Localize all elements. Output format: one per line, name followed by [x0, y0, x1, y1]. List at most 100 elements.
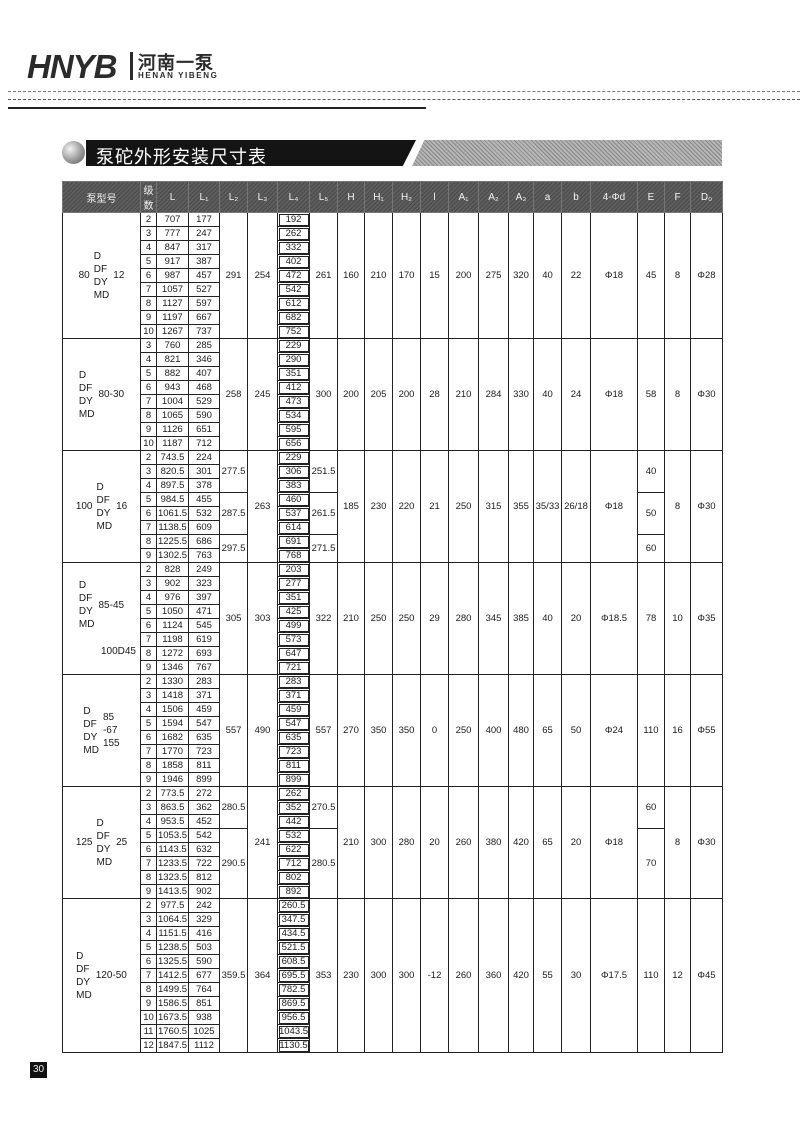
table-row: 9 1586.5 851 869.5	[63, 996, 723, 1011]
dimension-L-cell: 863.5	[156, 800, 189, 815]
stage-count-cell: 8	[140, 408, 157, 423]
dimension-L2-cell: 305	[219, 562, 248, 675]
model-suffix-part: 16	[116, 501, 128, 512]
stage-count-cell: 10	[140, 1010, 157, 1025]
dimension-L5-cell: 280.5	[309, 828, 338, 899]
model-types: D DF DY MD	[79, 369, 95, 421]
dimension-L-cell: 902	[156, 576, 189, 591]
stage-count-cell: 2	[140, 212, 157, 227]
table-row: 3 863.5 362 352	[63, 800, 723, 815]
dimension-L4-cell: 371	[277, 688, 310, 703]
dimension-L4-cell: 534	[277, 408, 310, 423]
dimension-L-cell: 1506	[156, 702, 189, 717]
dimension-A2-cell: 275	[478, 212, 509, 339]
dimension-L4-cell: 635	[277, 730, 310, 745]
dimension-l-cell: 20	[420, 786, 449, 899]
model-type: MD	[83, 744, 99, 756]
dimension-L4-cell: 542	[277, 282, 310, 297]
dimension-L4-cell: 434.5	[277, 926, 310, 941]
dimension-L1-cell: 763	[188, 548, 220, 563]
dimension-L1-cell: 545	[188, 618, 220, 633]
dimension-L4-cell: 723	[277, 744, 310, 759]
dimension-L1-cell: 902	[188, 884, 220, 899]
column-header: b	[561, 181, 591, 213]
dimension-H1-cell: 250	[364, 562, 393, 675]
dimension-L4-cell: 802	[277, 870, 310, 885]
dimension-L5-cell: 261.5	[309, 492, 338, 535]
table-row: 80 D DF DY MD 12 2 707 177 291 254 192 261 160 210 170 1…	[62, 212, 723, 339]
dimension-L4-cell: 460	[277, 492, 310, 507]
table-row: 10 1673.5 938 956.5	[63, 1010, 723, 1025]
table-row: 7 1198 619 573	[63, 632, 723, 647]
dimension-L4-cell: 203	[277, 562, 310, 577]
dimension-D0-cell: Φ28	[690, 212, 723, 339]
dimension-L-cell: 1330	[156, 674, 189, 689]
stage-count-cell: 9	[140, 422, 157, 437]
dimension-H2-cell: 350	[392, 674, 421, 787]
model-suffix-part: -67	[102, 725, 118, 736]
column-header: E	[637, 181, 665, 213]
stage-count-cell: 5	[140, 254, 157, 269]
table-header-row: 泵型号 级数 L L₁ L₂ L₃ L₄ L₅ H H₁ H₂ l A₁ A₂ A₃ a b 4-Φd E F D₀	[62, 181, 723, 213]
dimension-F-cell: 8	[664, 212, 691, 339]
dimension-L1-cell: 387	[188, 254, 220, 269]
model-type: DF	[96, 494, 110, 506]
table-row: 7 1412.5 677 695.5	[63, 968, 723, 983]
dimension-L1-cell: 677	[188, 968, 220, 983]
dimension-L4-cell: 721	[277, 660, 310, 675]
dimension-L4-cell: 608.5	[277, 954, 310, 969]
dimension-L5-cell: 270.5	[309, 786, 338, 829]
dimension-d-cell: Φ18	[590, 786, 638, 899]
stage-count-cell: 6	[140, 618, 157, 633]
dimension-A1-cell: 260	[448, 786, 479, 899]
model-suffix-part: 155	[102, 738, 120, 749]
table-row: 8 1127 597 612	[63, 296, 723, 311]
table-row: 8 1323.5 812 802	[63, 870, 723, 885]
dimension-L1-cell: 938	[188, 1010, 220, 1025]
stage-count-cell: 6	[140, 842, 157, 857]
dimension-L5-cell: 300	[309, 338, 338, 451]
table-row: 5 1053.5 542 290.5 532 280.5 70	[63, 828, 723, 899]
dimension-d-cell: Φ18	[590, 338, 638, 451]
dimension-L4-cell: 614	[277, 520, 310, 535]
page-number: 30	[30, 1062, 47, 1078]
dimension-L2-cell: 291	[219, 212, 248, 339]
dimension-L-cell: 828	[156, 562, 189, 577]
model-types: D DF DY MD	[76, 950, 92, 1002]
header-divider	[8, 99, 800, 100]
table-row: 6 987 457 472	[63, 268, 723, 283]
column-header: L	[156, 181, 189, 213]
model-type: DF	[83, 718, 97, 730]
dimension-b-cell: 26/18	[561, 450, 591, 563]
dimension-H2-cell: 170	[392, 212, 421, 339]
stage-count-cell: 4	[140, 814, 157, 829]
dimension-L1-cell: 1112	[188, 1038, 220, 1053]
dimension-a-cell: 40	[533, 562, 562, 675]
dimension-H-cell: 210	[337, 562, 365, 675]
dimension-L-cell: 882	[156, 366, 189, 381]
dimension-L1-cell: 247	[188, 226, 220, 241]
dimension-A2-cell: 380	[478, 786, 509, 899]
dimension-L-cell: 984.5	[156, 492, 189, 507]
dimension-H1-cell: 205	[364, 338, 393, 451]
dimension-A2-cell: 284	[478, 338, 509, 451]
dimension-b-cell: 50	[561, 674, 591, 787]
dimension-H1-cell: 300	[364, 898, 393, 1053]
dimension-L1-cell: 503	[188, 940, 220, 955]
dimension-D0-cell: Φ30	[690, 338, 723, 451]
dimension-L1-cell: 283	[188, 674, 220, 689]
dimension-E-cell: 110	[637, 674, 665, 787]
table-row: 8 1858 811 811	[63, 758, 723, 773]
stage-count-cell: 7	[140, 632, 157, 647]
dimension-L4-cell: 277	[277, 576, 310, 591]
dimension-b-cell: 20	[561, 786, 591, 899]
dimension-H2-cell: 300	[392, 898, 421, 1053]
stage-count-cell: 8	[140, 646, 157, 661]
stage-count-cell: 3	[140, 912, 157, 927]
dimension-L1-cell: 632	[188, 842, 220, 857]
dimension-A1-cell: 210	[448, 338, 479, 451]
dimension-L4-cell: 595	[277, 422, 310, 437]
dimension-L4-cell: 782.5	[277, 982, 310, 997]
pump-model-cell: D DF DY MD 120-50	[62, 898, 141, 1053]
dimension-L-cell: 847	[156, 240, 189, 255]
